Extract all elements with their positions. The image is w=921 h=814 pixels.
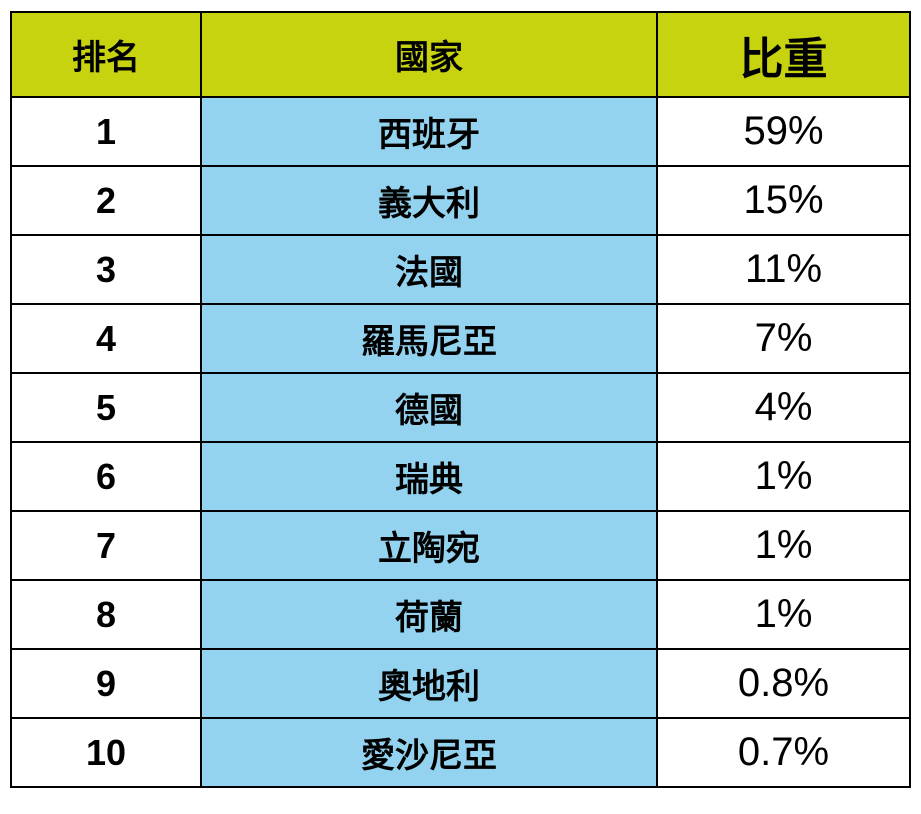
rank-cell: 2	[10, 165, 202, 236]
rank-cell: 10	[10, 717, 202, 788]
table-row: 9 奧地利 0.8%	[10, 648, 911, 719]
table-body: 1 西班牙 59% 2 義大利 15% 3 法國 11% 4 羅馬尼亞 7% 5 德國 4% 6 瑞典 1% 7 立陶…	[10, 96, 911, 788]
share-cell: 7%	[656, 303, 911, 374]
country-cell: 瑞典	[200, 441, 658, 512]
rank-cell: 3	[10, 234, 202, 305]
share-cell: 1%	[656, 579, 911, 650]
table-row: 1 西班牙 59%	[10, 96, 911, 167]
share-cell: 0.7%	[656, 717, 911, 788]
share-cell: 11%	[656, 234, 911, 305]
rank-cell: 8	[10, 579, 202, 650]
rank-cell: 9	[10, 648, 202, 719]
share-cell: 59%	[656, 96, 911, 167]
country-cell: 法國	[200, 234, 658, 305]
rank-cell: 6	[10, 441, 202, 512]
country-cell: 義大利	[200, 165, 658, 236]
header-rank: 排名	[10, 11, 202, 98]
table-row: 7 立陶宛 1%	[10, 510, 911, 581]
share-cell: 1%	[656, 441, 911, 512]
table-row: 10 愛沙尼亞 0.7%	[10, 717, 911, 788]
share-cell: 4%	[656, 372, 911, 443]
country-cell: 愛沙尼亞	[200, 717, 658, 788]
share-cell: 15%	[656, 165, 911, 236]
share-cell: 0.8%	[656, 648, 911, 719]
rank-cell: 7	[10, 510, 202, 581]
rank-cell: 4	[10, 303, 202, 374]
country-cell: 奧地利	[200, 648, 658, 719]
table-row: 2 義大利 15%	[10, 165, 911, 236]
country-cell: 荷蘭	[200, 579, 658, 650]
header-country: 國家	[200, 11, 658, 98]
country-cell: 羅馬尼亞	[200, 303, 658, 374]
table-row: 8 荷蘭 1%	[10, 579, 911, 650]
rank-cell: 5	[10, 372, 202, 443]
header-row: 排名 國家 比重	[10, 11, 911, 98]
table-row: 6 瑞典 1%	[10, 441, 911, 512]
country-cell: 立陶宛	[200, 510, 658, 581]
country-cell: 德國	[200, 372, 658, 443]
ranking-table: 排名 國家 比重 1 西班牙 59% 2 義大利 15% 3 法國 11% 4 羅馬尼亞 7% 5 德國 4…	[10, 11, 911, 788]
share-cell: 1%	[656, 510, 911, 581]
country-cell: 西班牙	[200, 96, 658, 167]
table-row: 4 羅馬尼亞 7%	[10, 303, 911, 374]
table-row: 3 法國 11%	[10, 234, 911, 305]
rank-cell: 1	[10, 96, 202, 167]
header-share: 比重	[656, 11, 911, 98]
table-row: 5 德國 4%	[10, 372, 911, 443]
